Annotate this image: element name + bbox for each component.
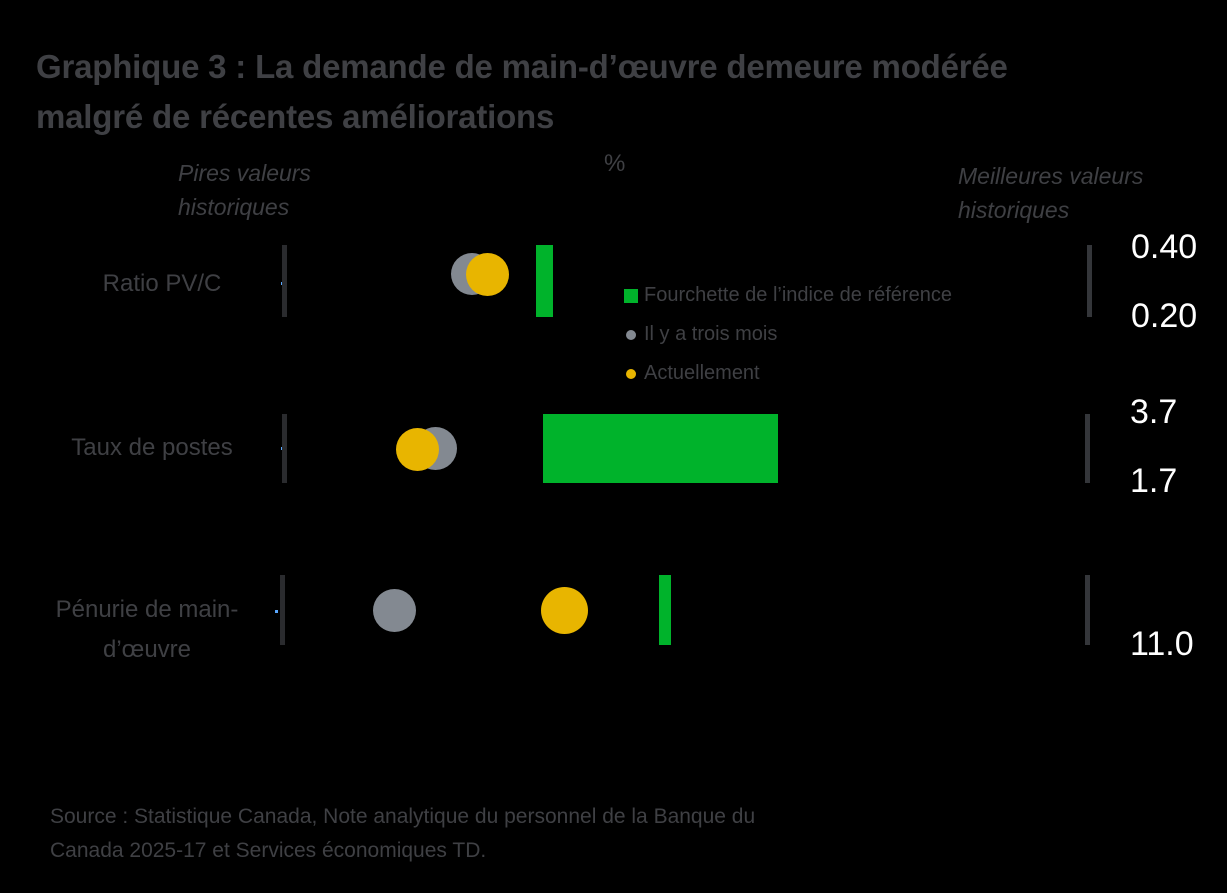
chart-title-line1: Graphique 3 : La demande de main-d’œuvre…: [36, 48, 1008, 85]
gold-dot-icon: [626, 368, 636, 379]
legend-item-current: Actuellement: [624, 354, 952, 393]
worst-axis-bar: [282, 245, 287, 317]
row-label-line1: Pénurie de main-: [55, 596, 239, 623]
row-label-line2: d’œuvre: [102, 636, 192, 663]
worst-values-line2: historiques: [178, 194, 290, 220]
best-axis-bar: [1087, 245, 1092, 317]
benchmark-range-bar: [536, 245, 553, 317]
best-values-line2: historiques: [958, 197, 1070, 223]
gray-dot-icon: [626, 329, 636, 340]
worst-axis-bar: [280, 575, 285, 645]
chart-title: Graphique 3 : La demande de main-d’œuvre…: [36, 42, 1008, 142]
row-label-job-vacancy-rate: Taux de postes: [71, 434, 233, 461]
current-dot: [396, 428, 439, 471]
benchmark-range-bar: [543, 414, 778, 483]
axis-tick: [275, 610, 278, 613]
worst-values-line1: Pires valeurs: [178, 160, 311, 186]
legend: Fourchette de l’indice de référence Il y…: [624, 276, 952, 393]
current-dot: [541, 587, 588, 634]
worst-values-note: Pires valeurs historiques: [178, 156, 311, 224]
benchmark-low-value: 1.7: [1130, 462, 1178, 500]
best-axis-bar: [1085, 414, 1090, 483]
chart-title-line2: malgré de récentes améliorations: [36, 98, 555, 135]
legend-item-benchmark: Fourchette de l’indice de référence: [624, 276, 952, 315]
benchmark-range-bar: [659, 575, 671, 645]
green-square-icon: [624, 288, 638, 303]
row-label-ratio-pvc: Ratio PV/C: [102, 270, 222, 297]
current-dot: [466, 253, 509, 296]
legend-label: Fourchette de l’indice de référence: [644, 284, 952, 306]
unit-label: %: [604, 150, 626, 177]
legend-label: Actuellement: [644, 362, 760, 384]
best-values-note: Meilleures valeurs historiques: [958, 159, 1143, 227]
worst-axis-bar: [282, 414, 287, 483]
best-values-line1: Meilleures valeurs: [958, 163, 1144, 189]
benchmark-value: 11.0: [1130, 625, 1194, 663]
three-months-ago-dot: [373, 589, 416, 632]
legend-label: Il y a trois mois: [644, 323, 778, 345]
source-line1: Source : Statistique Canada, Note analyt…: [50, 805, 756, 828]
source-line2: Canada 2025-17 et Services économiques T…: [50, 839, 487, 862]
benchmark-high-value: 0.40: [1131, 228, 1198, 266]
source-note: Source : Statistique Canada, Note analyt…: [50, 800, 1010, 868]
legend-item-three-months-ago: Il y a trois mois: [624, 315, 952, 354]
benchmark-high-value: 3.7: [1130, 393, 1178, 431]
row-label-labour-shortage: Pénurie de main- d’œuvre: [24, 590, 270, 670]
best-axis-bar: [1085, 575, 1090, 645]
benchmark-low-value: 0.20: [1131, 297, 1198, 335]
